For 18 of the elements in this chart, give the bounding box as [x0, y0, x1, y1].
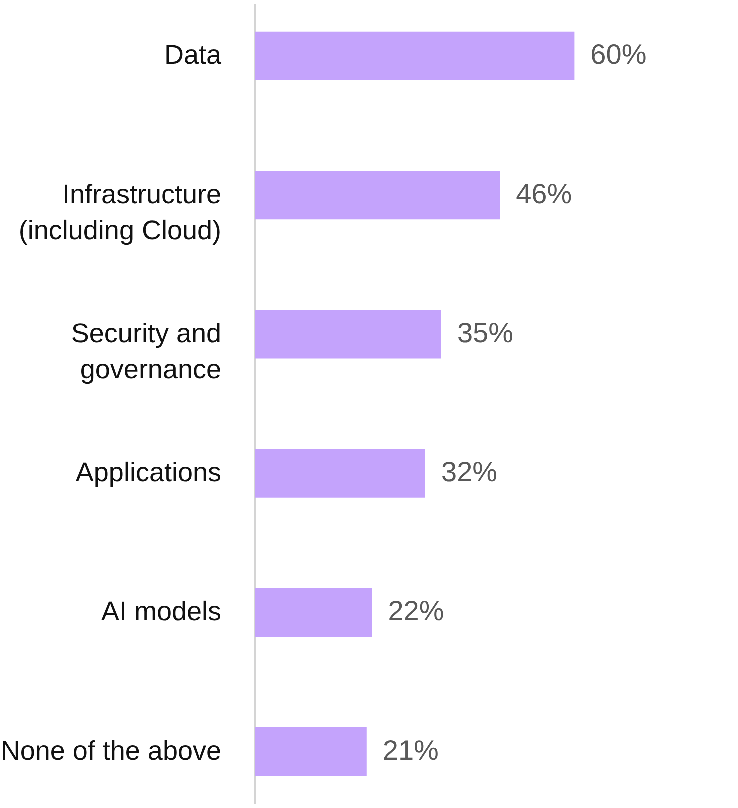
y-tick-label: AI models: [101, 596, 222, 627]
y-tick-label: None of the above: [0, 736, 222, 766]
bar: [255, 310, 442, 359]
bar: [255, 588, 372, 638]
data-label: 32%: [442, 456, 498, 488]
data-label: 60%: [590, 39, 647, 70]
y-tick-label: Security and governance: [71, 318, 222, 384]
y-tick-label: Applications: [76, 458, 222, 488]
data-label: 21%: [382, 734, 439, 766]
data-label: 35%: [457, 317, 514, 348]
data-label: 46%: [516, 178, 572, 210]
bar: [255, 32, 575, 81]
bar: [255, 170, 500, 220]
y-tick-label: Infrastructure (including Cloud): [18, 179, 222, 246]
bar: [255, 727, 367, 776]
y-tick-label: Data: [164, 40, 222, 70]
data-label: 22%: [388, 596, 444, 627]
bar: [255, 449, 426, 498]
